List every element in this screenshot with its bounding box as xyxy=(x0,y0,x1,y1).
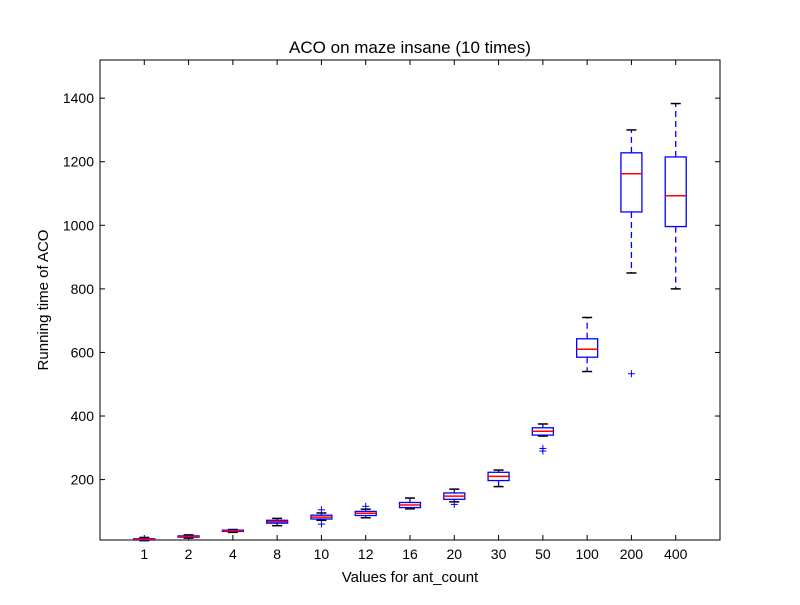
box-group xyxy=(177,534,200,539)
y-tick-label: 1000 xyxy=(63,217,94,233)
y-tick-label: 1200 xyxy=(63,154,94,170)
box-group xyxy=(221,528,245,534)
x-tick-label: 200 xyxy=(620,546,644,562)
y-axis-label: Running time of ACO xyxy=(35,230,52,371)
flier-point xyxy=(317,520,325,528)
x-tick-label: 10 xyxy=(314,546,330,562)
box-iqr xyxy=(575,338,599,358)
box-group xyxy=(354,502,377,519)
x-tick-label: 20 xyxy=(446,546,462,562)
chart-title: ACO on maze insane (10 times) xyxy=(289,38,531,57)
y-tick-label: 600 xyxy=(71,344,95,360)
x-tick-label: 50 xyxy=(535,546,551,562)
x-tick-label: 2 xyxy=(185,546,193,562)
box-group xyxy=(443,488,466,508)
x-tick-label: 12 xyxy=(358,546,374,562)
box-group xyxy=(133,536,156,542)
y-tick-label: 200 xyxy=(71,472,95,488)
flier-point xyxy=(362,502,370,510)
x-tick-label: 30 xyxy=(491,546,507,562)
box-iqr xyxy=(620,152,643,213)
box-group xyxy=(398,497,422,510)
y-tick-label: 800 xyxy=(71,281,95,297)
box-group xyxy=(620,129,643,378)
flier-point xyxy=(539,447,547,455)
plot-frame xyxy=(99,59,721,541)
flier-point xyxy=(627,370,635,378)
box-group xyxy=(487,469,510,488)
flier-point xyxy=(317,506,325,514)
x-tick-label: 16 xyxy=(402,546,418,562)
box-group xyxy=(265,517,289,527)
box-iqr xyxy=(664,156,687,228)
x-tick-label: 1 xyxy=(140,546,148,562)
box-group xyxy=(664,102,687,290)
x-tick-label: 100 xyxy=(575,546,599,562)
x-tick-label: 4 xyxy=(229,546,237,562)
box-group xyxy=(575,316,599,373)
x-axis-label: Values for ant_count xyxy=(342,569,479,586)
y-tick-label: 400 xyxy=(71,408,95,424)
x-tick-label: 8 xyxy=(273,546,281,562)
flier-point xyxy=(450,500,458,508)
x-tick-label: 400 xyxy=(664,546,688,562)
box-group xyxy=(531,423,555,455)
box-group xyxy=(310,506,333,528)
y-tick-label: 1400 xyxy=(63,90,94,106)
